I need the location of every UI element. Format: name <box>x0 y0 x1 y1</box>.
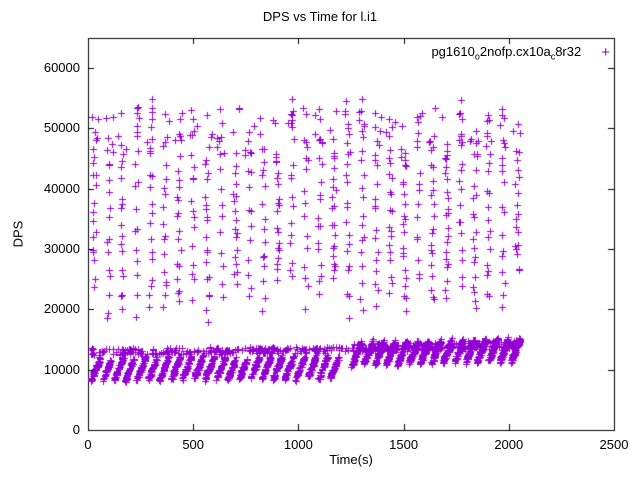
x-tick-label: 1000 <box>283 437 313 452</box>
x-tick-label: 2500 <box>599 437 629 452</box>
y-tick-label: 30000 <box>43 241 80 257</box>
x-axis-label: Time(s) <box>329 452 373 467</box>
x-tick-label: 1500 <box>389 437 419 452</box>
legend-series-label: pg1610o2nofp.cx10ac8r32 <box>431 44 582 62</box>
x-tick-label: 2000 <box>494 437 524 452</box>
chart-title: DPS vs Time for l.i1 <box>262 9 378 24</box>
y-tick-label: 50000 <box>43 120 80 136</box>
y-tick-label: 10000 <box>43 361 80 377</box>
plus-marker-icon: + <box>601 44 610 62</box>
x-tick-label: 500 <box>182 437 205 452</box>
legend: pg1610o2nofp.cx10ac8r32 + <box>431 44 610 62</box>
y-tick-label: 0 <box>72 422 80 437</box>
x-tick-label: 0 <box>84 437 92 452</box>
y-tick-label: 20000 <box>43 301 80 317</box>
y-tick-label: 60000 <box>43 60 80 76</box>
y-tick-label: 40000 <box>43 180 80 196</box>
